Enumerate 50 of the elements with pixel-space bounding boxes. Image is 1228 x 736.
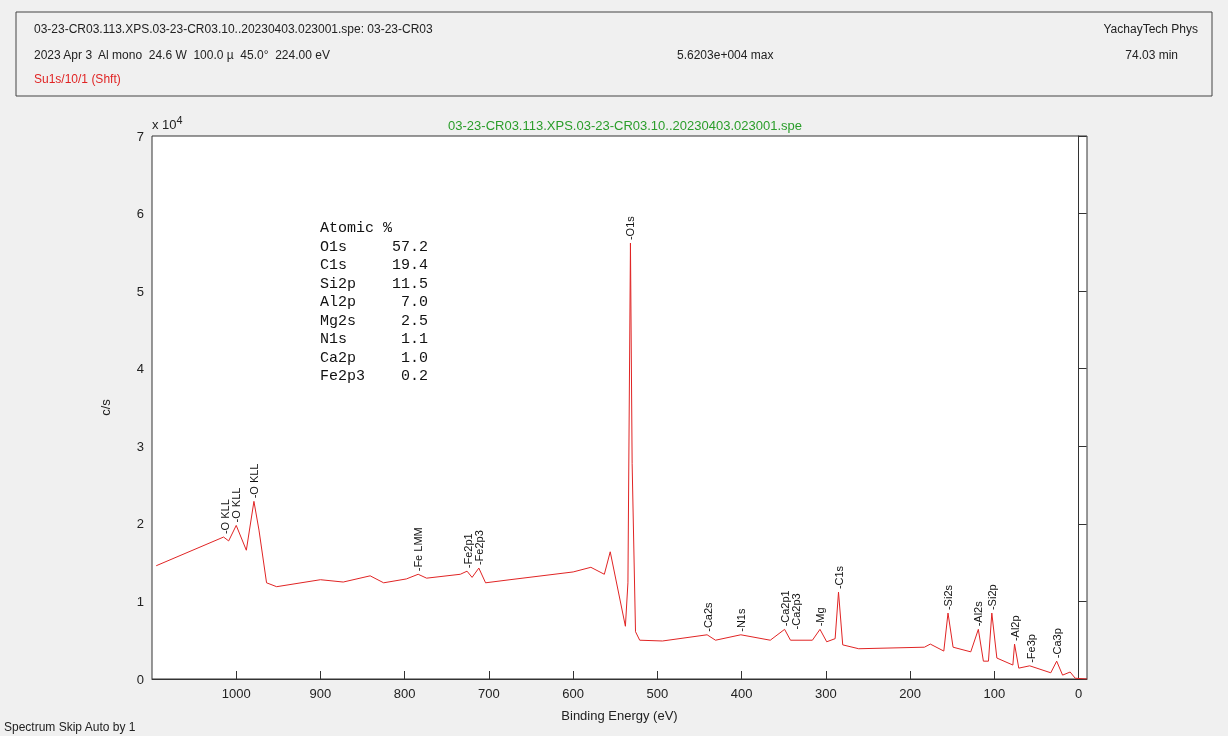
- annotation: -Mg: [813, 607, 826, 627]
- x-tick-label: 600: [562, 686, 585, 701]
- x-tick-label: 900: [309, 686, 332, 701]
- y-tick-label: 6: [136, 206, 144, 222]
- annotation: -N1s: [734, 608, 747, 632]
- text: 74.03 min: [1125, 48, 1178, 62]
- y-tick-label: 2: [136, 516, 144, 532]
- line-series: [155, 242, 1088, 680]
- annotation: -C1s: [832, 565, 845, 590]
- text: Spectrum Skip Auto by 1: [4, 720, 136, 734]
- y-tick-label: 3: [136, 438, 144, 454]
- x-tick-label: 100: [983, 686, 1006, 701]
- annotation: -Ca3p: [1050, 628, 1063, 659]
- x-tick-label: 500: [646, 686, 669, 701]
- y-tick-label: 4: [136, 361, 144, 377]
- text: Atomic % O1s 57.2 C1s 19.4 Si2p 11.5 Al2p 7.0 Mg2s 2.5 N1s 1.1 Ca2p 1.0 Fe2p3 0.2: [320, 220, 429, 385]
- annotation: -Ca2p3: [789, 593, 802, 630]
- x-tick-label: 800: [393, 686, 416, 701]
- annotation: -Si2p: [985, 584, 998, 611]
- x-tick-label: 0: [1074, 686, 1083, 701]
- x-tick-label: 400: [730, 686, 753, 701]
- annotation: -Al2s: [972, 600, 985, 627]
- y-tick-label: 1: [136, 593, 144, 609]
- annotation: -O1s: [624, 215, 637, 241]
- annotation: -Fe2p1: [461, 533, 474, 569]
- text: 03-23-CR03.113.XPS.03-23-CR03.10..20230403.023001.spe: 03-23-CR03: [34, 22, 433, 36]
- y-axis-title: c/s: [98, 398, 113, 416]
- annotation: -O KLL: [247, 463, 260, 499]
- annotation: -Fe3p: [1024, 634, 1037, 663]
- x-tick-label: 200: [899, 686, 921, 701]
- x-axis-title: Binding Energy (eV): [561, 708, 678, 723]
- annotation: -Ca2s: [701, 601, 714, 632]
- text: 2023 Apr 3 Al mono 24.6 W 100.0 µ 45.0° 224.00 eV: [34, 48, 330, 62]
- annotation: -Si2s: [942, 584, 955, 611]
- y-tick-label: 7: [136, 128, 144, 144]
- text: YachayTech Phys: [1103, 22, 1198, 36]
- text: 5.6203e+004 max: [677, 48, 774, 62]
- y-tick-label: 5: [136, 283, 144, 299]
- annotation: -O KLL: [219, 499, 232, 535]
- y-tick-label: 0: [136, 671, 144, 687]
- text: Su1s/10/1 (Shft): [34, 72, 121, 86]
- annotation: -O KLL: [230, 487, 243, 523]
- x-tick-label: 700: [478, 686, 500, 701]
- chart-title: 03-23-CR03.113.XPS.03-23-CR03.10..20230403.023001.spe: [448, 118, 802, 133]
- annotation: -Ca2p1: [778, 590, 791, 627]
- x-tick-label: 1000: [221, 686, 251, 701]
- text: x 10$^{4}$: [152, 114, 183, 133]
- x-tick-label: 300: [815, 686, 837, 701]
- annotation: -Fe LMM: [412, 527, 425, 572]
- annotation: -Al2p: [1008, 615, 1021, 642]
